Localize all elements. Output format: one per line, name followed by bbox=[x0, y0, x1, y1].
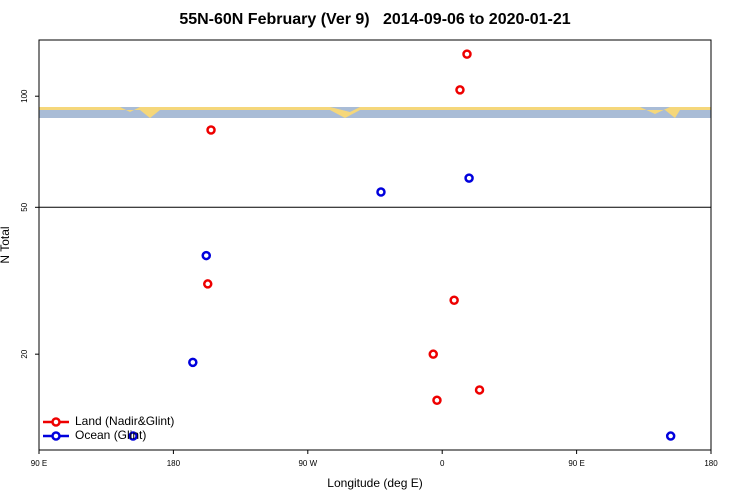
map-land bbox=[39, 107, 711, 118]
legend-marker bbox=[51, 417, 61, 427]
point bbox=[474, 385, 485, 395]
point bbox=[201, 250, 212, 261]
plot-frame bbox=[38, 39, 712, 451]
point bbox=[188, 357, 198, 368]
y-tick-label: 100 bbox=[20, 89, 29, 103]
point bbox=[449, 295, 459, 305]
y-tick-label: 50 bbox=[20, 202, 29, 211]
chart-title: 55N-60N February (Ver 9) 2014-09-06 to 2… bbox=[179, 11, 570, 28]
y-tick-label: 20 bbox=[20, 349, 29, 358]
point bbox=[128, 431, 138, 441]
legend-marker bbox=[51, 431, 61, 441]
point bbox=[202, 279, 213, 289]
legend-label: Ocean (Glint) bbox=[75, 428, 146, 442]
x-tick-label: 90 E bbox=[568, 459, 584, 468]
point bbox=[665, 431, 676, 441]
x-axis-label: Longitude (deg E) bbox=[327, 476, 422, 490]
y-axis-label: N Total bbox=[0, 226, 12, 263]
point bbox=[376, 187, 386, 197]
point bbox=[206, 125, 216, 135]
point bbox=[428, 349, 438, 359]
point bbox=[432, 395, 442, 406]
point bbox=[464, 173, 474, 183]
x-tick-label: 0 bbox=[440, 459, 445, 468]
point bbox=[462, 49, 472, 59]
x-tick-label: 180 bbox=[704, 459, 718, 468]
x-tick-label: 180 bbox=[167, 459, 181, 468]
map-strip bbox=[39, 107, 711, 118]
point bbox=[455, 85, 465, 95]
legend-label: Land (Nadir&Glint) bbox=[75, 414, 174, 428]
x-tick-label: 90 W bbox=[298, 459, 317, 468]
x-tick-label: 90 E bbox=[31, 459, 47, 468]
map-ocean bbox=[39, 107, 711, 118]
